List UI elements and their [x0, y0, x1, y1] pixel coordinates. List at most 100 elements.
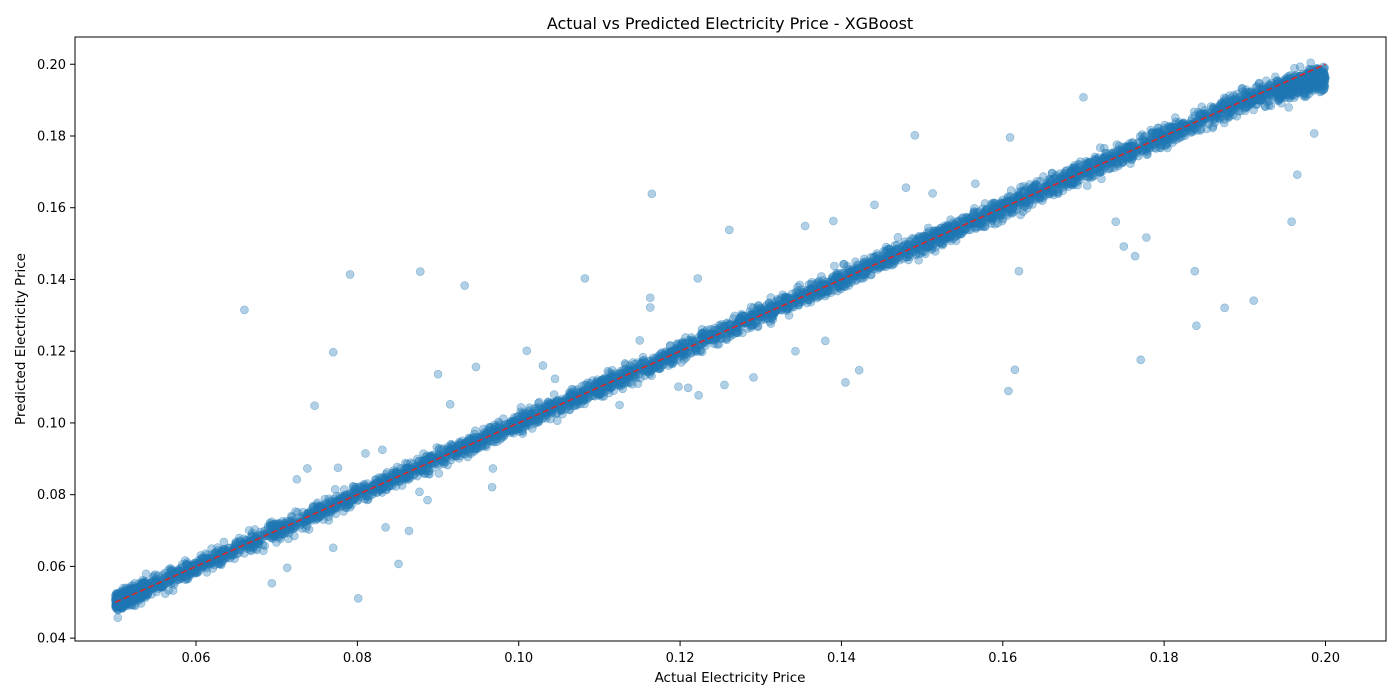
scatter-point — [371, 475, 380, 484]
scatter-point — [569, 385, 579, 395]
scatter-point — [1301, 92, 1310, 102]
scatter-point — [767, 313, 776, 323]
scatter-point — [443, 444, 453, 454]
scatter-point — [848, 275, 857, 284]
scatter-point — [330, 485, 340, 494]
scatter-point — [1307, 74, 1316, 83]
scatter-point — [1295, 78, 1305, 88]
scatter-point — [275, 534, 285, 544]
scatter-point — [920, 232, 930, 241]
scatter-point — [1112, 140, 1122, 149]
scatter-point — [388, 468, 397, 478]
scatter-point — [534, 398, 543, 408]
scatter-point — [1226, 94, 1236, 103]
scatter-point — [782, 306, 791, 315]
scatter-point — [166, 565, 176, 575]
scatter-point — [459, 439, 469, 449]
scatter-point — [446, 455, 456, 465]
scatter-point — [1318, 73, 1328, 82]
scatter-point — [583, 378, 593, 388]
scatter-point — [600, 386, 610, 395]
scatter-point — [1084, 172, 1093, 182]
scatter-point — [544, 401, 554, 410]
scatter-point — [869, 252, 879, 262]
scatter-point — [1253, 86, 1263, 95]
scatter-point — [703, 329, 713, 338]
scatter-point — [1194, 107, 1203, 117]
scatter-point — [377, 473, 387, 482]
scatter-point — [496, 433, 506, 443]
scatter-point — [516, 403, 526, 412]
scatter-point — [532, 418, 542, 427]
scatter-point — [490, 422, 500, 432]
scatter-point — [1142, 150, 1152, 159]
scatter-point — [814, 278, 823, 287]
scatter-point — [739, 311, 749, 321]
scatter-point — [116, 595, 126, 605]
scatter-point — [843, 262, 852, 271]
chart-title: Actual vs Predicted Electricity Price - … — [547, 14, 913, 33]
scatter-point — [1272, 87, 1281, 96]
scatter-point — [666, 341, 675, 350]
scatter-point — [1215, 114, 1225, 124]
scatter-point — [1066, 167, 1075, 176]
scatter-point — [290, 523, 299, 533]
scatter-point — [1055, 169, 1065, 178]
scatter-point — [390, 476, 400, 485]
scatter-point — [1280, 89, 1289, 98]
scatter-point — [1092, 167, 1102, 177]
scatter-point — [213, 543, 222, 552]
scatter-point — [882, 259, 892, 268]
scatter-point — [182, 573, 191, 582]
scatter-point — [1075, 162, 1084, 172]
scatter-point — [217, 556, 227, 566]
scatter-point — [747, 309, 757, 319]
scatter-point — [749, 303, 758, 313]
scatter-point — [181, 560, 191, 569]
scatter-point — [1007, 202, 1016, 211]
scatter-point — [652, 361, 662, 370]
scatter-point — [1236, 92, 1246, 102]
scatter-point — [749, 320, 759, 329]
scatter-point — [278, 530, 287, 539]
scatter-point — [1214, 113, 1224, 123]
scatter-point — [128, 583, 137, 593]
scatter-point — [958, 213, 968, 222]
scatter-point — [384, 481, 393, 491]
scatter-point — [506, 428, 516, 437]
scatter-point — [227, 549, 237, 558]
scatter-point — [1226, 107, 1236, 117]
scatter-point — [242, 539, 251, 548]
scatter-point — [638, 352, 648, 362]
scatter-point — [679, 350, 689, 359]
scatter-point — [434, 469, 444, 478]
scatter-point — [1032, 180, 1042, 190]
scatter-point — [948, 218, 957, 227]
scatter-point — [127, 590, 136, 600]
scatter-point — [111, 603, 121, 613]
scatter-point — [1046, 187, 1056, 197]
scatter-point — [1230, 95, 1239, 105]
scatter-point — [1265, 90, 1275, 99]
scatter-point — [884, 244, 894, 254]
scatter-point — [904, 250, 913, 259]
scatter-point — [1298, 79, 1308, 89]
scatter-point — [595, 390, 605, 400]
scatter-point — [1156, 127, 1165, 137]
scatter-point — [723, 318, 733, 328]
scatter-point — [401, 473, 410, 482]
scatter-point — [1295, 84, 1305, 93]
scatter-point — [596, 388, 606, 398]
scatter-point — [1284, 88, 1294, 98]
scatter-point — [696, 347, 705, 356]
scatter-point — [1095, 143, 1105, 152]
scatter-point — [990, 219, 1000, 229]
scatter-point — [123, 599, 133, 608]
scatter-point — [1304, 82, 1314, 91]
scatter-point — [111, 600, 120, 610]
scatter-point — [565, 401, 574, 411]
scatter-point — [274, 530, 284, 540]
scatter-point — [1283, 81, 1292, 91]
scatter-point — [1061, 166, 1071, 176]
scatter-point — [577, 382, 587, 391]
